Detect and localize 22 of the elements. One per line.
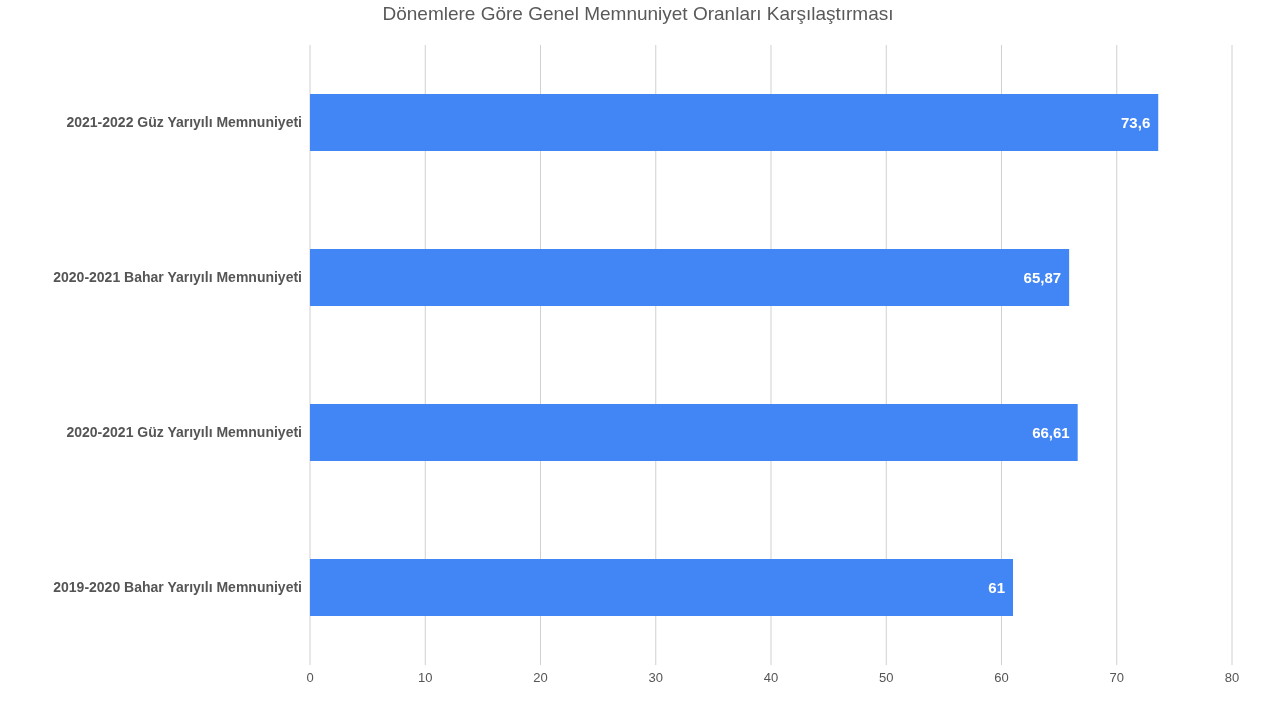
y-tick-label: 2020-2021 Bahar Yarıyılı Memnuniyeti xyxy=(53,269,302,286)
x-tick-label: 80 xyxy=(1224,670,1240,686)
y-tick-label: 2019-2020 Bahar Yarıyılı Memnuniyeti xyxy=(53,579,302,596)
bar xyxy=(310,404,1078,461)
y-tick-label: 2020-2021 Güz Yarıyılı Memnuniyeti xyxy=(66,424,302,441)
x-tick-label: 20 xyxy=(533,670,548,686)
y-tick-label: 2021-2022 Güz Yarıyılı Memnuniyeti xyxy=(66,114,302,131)
bar xyxy=(310,249,1070,306)
x-tick-label: 40 xyxy=(763,670,779,686)
x-tick-label: 30 xyxy=(648,670,663,686)
bar xyxy=(310,94,1159,151)
x-tick-label: 70 xyxy=(1109,670,1124,686)
x-tick-label: 60 xyxy=(994,670,1009,686)
x-tick-label: 0 xyxy=(306,670,314,686)
bar xyxy=(310,559,1014,616)
x-tick-label: 50 xyxy=(879,670,894,686)
data-label: 65,87 xyxy=(1023,268,1062,286)
data-label: 61 xyxy=(988,578,1006,596)
data-label: 66,61 xyxy=(1032,423,1070,441)
data-label: 73,6 xyxy=(1121,113,1151,131)
x-tick-label: 10 xyxy=(418,670,433,686)
chart-title: Dönemlere Göre Genel Memnuniyet Oranları Karşılaştırması xyxy=(381,3,895,26)
